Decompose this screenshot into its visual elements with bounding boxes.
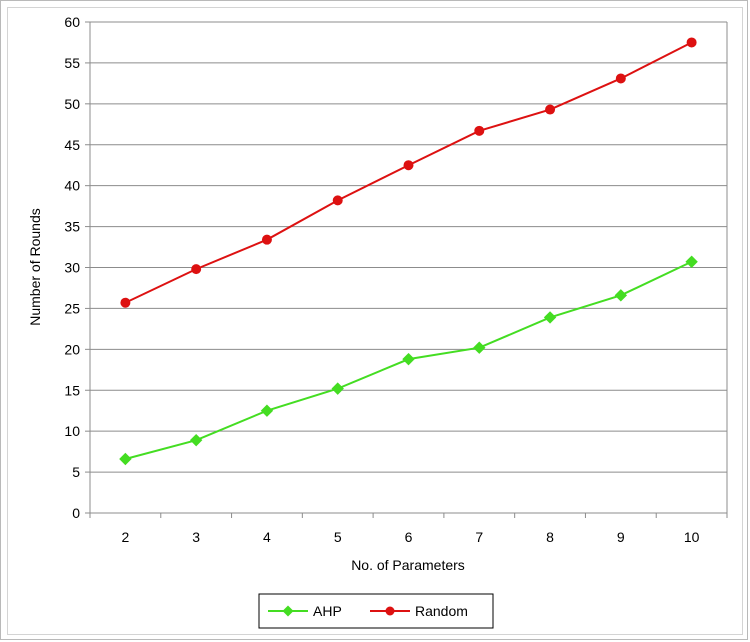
random-data-point [615, 73, 626, 84]
figure-inner-border [7, 7, 743, 635]
grid-lines [90, 21, 727, 514]
x-tick-label: 3 [192, 529, 200, 545]
y-tick-label: 25 [64, 300, 80, 316]
y-tick-label: 45 [64, 137, 80, 153]
ahp-data-point [473, 341, 486, 354]
y-tick-label: 0 [72, 505, 80, 521]
x-tick-label: 7 [475, 529, 483, 545]
x-tick-label: 9 [617, 529, 625, 545]
x-tick-label: 4 [263, 529, 271, 545]
random-data-point [191, 264, 202, 275]
x-tick-label: 10 [684, 529, 700, 545]
random-series-line [124, 41, 693, 304]
ahp-data-point [685, 255, 698, 268]
ahp-data-point [402, 352, 415, 366]
y-tick-label: 60 [64, 14, 80, 30]
y-tick-label: 5 [72, 464, 80, 480]
ahp-data-point [543, 311, 557, 324]
random-data-point [332, 195, 343, 206]
y-tick-label: 35 [64, 219, 80, 235]
y-tick-label: 15 [64, 382, 80, 398]
ahp-data-point [614, 289, 628, 302]
random-data-point [545, 104, 556, 115]
x-tick-label: 8 [546, 529, 554, 545]
random-data-point [474, 125, 485, 136]
x-tick-label: 5 [334, 529, 342, 545]
y-tick-label: 10 [64, 423, 80, 439]
legend-ahp-marker [282, 605, 294, 617]
ahp-data-point [189, 433, 203, 447]
legend: AHP Random [258, 593, 494, 629]
y-axis-title: Number of Rounds [27, 208, 43, 326]
random-data-point [686, 37, 697, 48]
legend-random-marker [385, 606, 395, 616]
y-tick-label: 55 [64, 55, 80, 71]
random-data-point [261, 234, 272, 245]
random-data-point [403, 160, 414, 171]
x-axis-title: No. of Parameters [351, 557, 465, 573]
y-tick-label: 20 [64, 341, 80, 357]
ahp-data-point [331, 382, 344, 395]
series-layer [119, 37, 698, 466]
ahp-data-point [119, 452, 132, 466]
y-tick-label: 50 [64, 96, 80, 112]
x-tick-label: 6 [405, 529, 413, 545]
random-data-point [120, 297, 131, 308]
y-tick-label: 40 [64, 178, 80, 194]
y-tick-label: 30 [64, 260, 80, 276]
x-tick-label: 2 [121, 529, 129, 545]
legend-ahp-label: AHP [313, 603, 342, 619]
ahp-data-point [260, 404, 274, 417]
legend-random-label: Random [415, 603, 468, 619]
